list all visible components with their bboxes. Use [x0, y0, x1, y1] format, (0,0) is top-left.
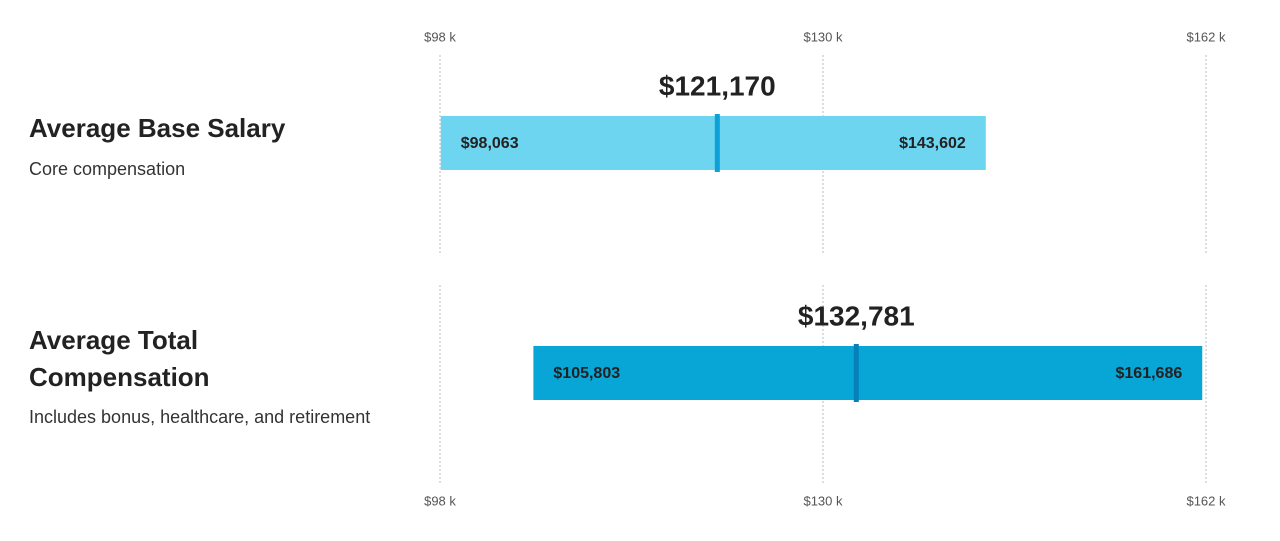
- range-bar: [533, 346, 1203, 400]
- row-title: Average Base Salary: [29, 113, 286, 143]
- x-tick-label: $162 k: [1186, 29, 1226, 44]
- high-label: $143,602: [899, 135, 966, 152]
- x-tick-label: $162 k: [1186, 493, 1226, 508]
- x-tick-label: $98 k: [424, 493, 456, 508]
- low-label: $98,063: [461, 135, 519, 152]
- range-bar: [440, 116, 986, 170]
- row-title: Average Total Compensation: [29, 325, 210, 392]
- mean-label: $132,781: [798, 300, 915, 331]
- mean-marker: [714, 114, 720, 172]
- mean-marker: [853, 344, 859, 402]
- low-label: $105,803: [553, 365, 620, 382]
- row-subtitle: Includes bonus, healthcare, and retireme…: [29, 407, 371, 427]
- mean-label: $121,170: [659, 70, 776, 101]
- x-tick-label: $130 k: [803, 29, 843, 44]
- x-tick-label: $130 k: [803, 493, 843, 508]
- row-subtitle: Core compensation: [29, 159, 186, 179]
- x-tick-label: $98 k: [424, 29, 456, 44]
- high-label: $161,686: [1116, 365, 1183, 382]
